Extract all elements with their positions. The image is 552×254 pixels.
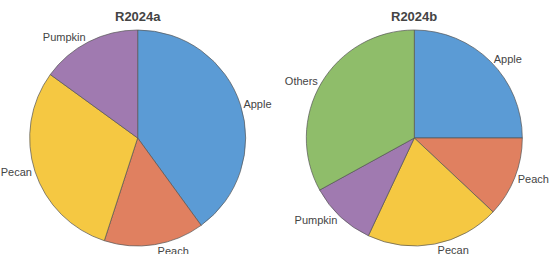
svg-text:Apple: Apple xyxy=(494,53,522,65)
svg-text:Pecan: Pecan xyxy=(438,244,469,254)
svg-text:R2024a: R2024a xyxy=(115,9,161,24)
svg-text:Peach: Peach xyxy=(518,173,549,185)
svg-text:Pumpkin: Pumpkin xyxy=(295,214,338,226)
svg-text:Pumpkin: Pumpkin xyxy=(43,31,86,43)
svg-text:R2024b: R2024b xyxy=(391,9,437,24)
svg-text:Peach: Peach xyxy=(158,245,189,254)
svg-text:Others: Others xyxy=(285,75,319,87)
svg-text:Apple: Apple xyxy=(243,98,271,110)
svg-text:Pecan: Pecan xyxy=(1,166,32,178)
